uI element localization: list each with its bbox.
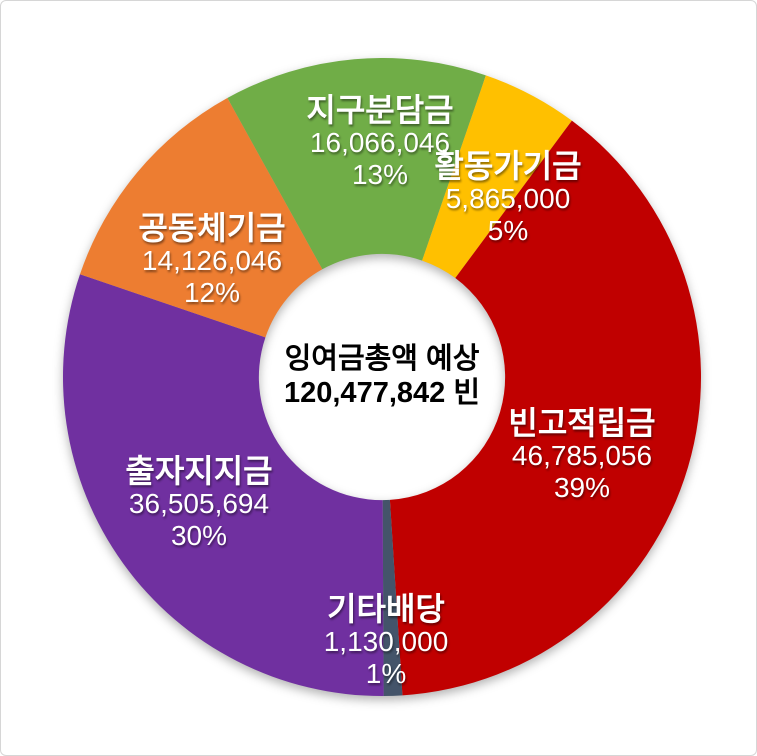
center-total: 120,477,842 빈 [283,377,481,409]
donut-slice-5[interactable] [62,274,384,697]
center-title: 잉여금총액 예상 [284,343,480,375]
donut-slice-4[interactable] [382,499,403,696]
donut-slice-1[interactable] [227,58,486,270]
donut-center-label: 잉여금총액 예상 120,477,842 빈 [284,342,480,410]
donut-slice-2[interactable] [422,75,572,279]
donut-slice-3[interactable] [389,120,701,696]
donut-slice-6[interactable] [80,98,323,338]
